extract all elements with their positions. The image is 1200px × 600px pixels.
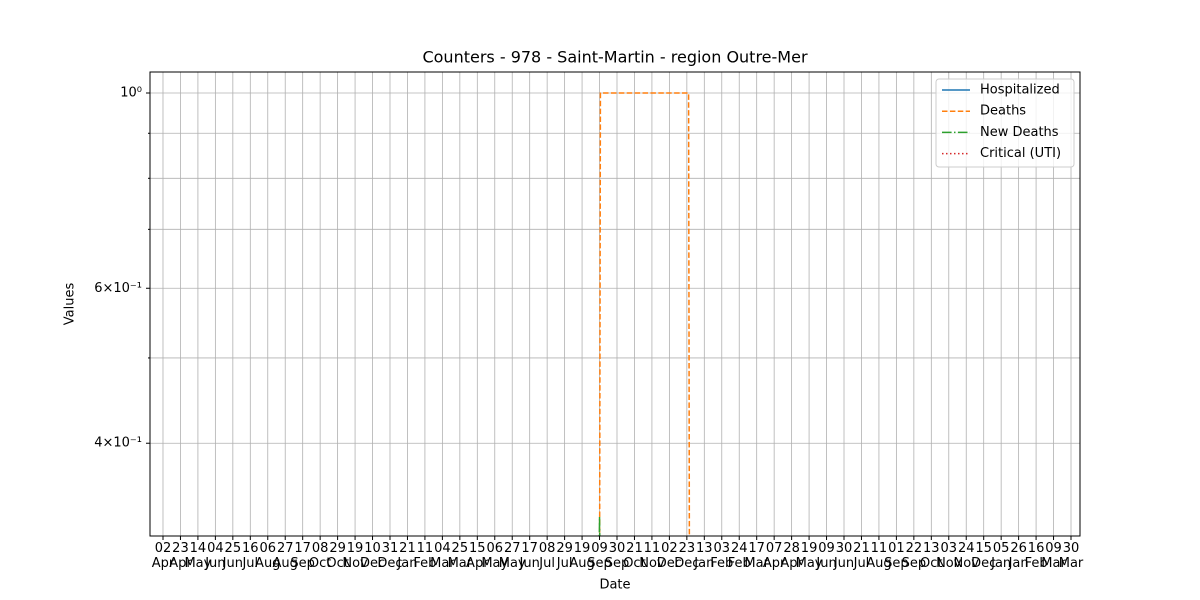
x-tick-label: 21 Jul bbox=[853, 541, 870, 571]
x-tick-label: 25 Mar bbox=[447, 541, 473, 571]
x-tick-label: 09 Sep bbox=[587, 541, 612, 571]
x-tick-label: 02 Apr bbox=[151, 541, 175, 571]
plot-frame bbox=[149, 71, 1081, 537]
x-tick-label: 08 Oct bbox=[308, 541, 332, 571]
x-tick-label: 16 Feb bbox=[1024, 541, 1048, 571]
x-tick-label: 26 Jan bbox=[1008, 541, 1029, 571]
y-tick-label: 4×10⁻¹ bbox=[94, 436, 142, 451]
legend-label: Hospitalized bbox=[980, 83, 1060, 98]
x-tick-label: 24 Feb bbox=[727, 541, 751, 571]
x-tick-label: 17 Jun bbox=[519, 541, 540, 571]
x-tick-label: 13 Jan bbox=[694, 541, 715, 571]
x-tick-label: 11 Feb bbox=[413, 541, 437, 571]
x-tick-label: 22 Sep bbox=[901, 541, 927, 571]
x-tick-label: 11 Aug bbox=[866, 541, 892, 571]
x-tick-label: 07 Apr bbox=[762, 541, 786, 571]
x-tick-label: 09 Jun bbox=[816, 541, 837, 571]
y-tick-label: 10⁰ bbox=[120, 86, 142, 101]
x-tick-label: 03 Nov bbox=[936, 541, 962, 571]
x-tick-label: 03 Feb bbox=[710, 541, 734, 571]
x-tick-label: 01 Sep bbox=[884, 541, 909, 571]
legend-box bbox=[935, 78, 1075, 168]
legend-label: New Deaths bbox=[980, 125, 1059, 140]
x-tick-label: 19 May bbox=[795, 541, 823, 571]
x-tick-label: 23 Dec bbox=[674, 541, 700, 571]
legend-label: Deaths bbox=[980, 104, 1026, 119]
x-tick-label: 21 Jan bbox=[397, 541, 418, 571]
x-tick-label: 24 Nov bbox=[953, 541, 979, 571]
x-tick-label: 13 Oct bbox=[920, 541, 943, 571]
x-tick-label: 19 Nov bbox=[342, 541, 368, 571]
x-tick-label: 08 Jul bbox=[538, 541, 556, 571]
x-tick-label: 27 Aug bbox=[272, 541, 298, 571]
y-tick-label: 6×10⁻¹ bbox=[94, 281, 142, 296]
x-tick-label: 23 Apr bbox=[169, 541, 192, 571]
x-tick-label: 17 Sep bbox=[290, 541, 315, 571]
x-tick-label: 30 Jun bbox=[833, 541, 855, 571]
x-tick-label: 30 Sep bbox=[604, 541, 630, 571]
x-tick-label: 28 Apr bbox=[780, 541, 803, 571]
x-tick-label: 06 May bbox=[481, 541, 509, 571]
x-tick-label: 21 Oct bbox=[623, 541, 646, 571]
x-tick-label: 02 Dec bbox=[656, 541, 682, 571]
x-tick-label: 04 Jun bbox=[205, 541, 226, 571]
x-tick-label: 06 Aug bbox=[255, 541, 281, 571]
legend-label: Critical (UTI) bbox=[980, 146, 1061, 161]
x-tick-label: 29 Jul bbox=[556, 541, 573, 571]
x-tick-label: 25 Jun bbox=[222, 541, 243, 571]
x-tick-label: 27 May bbox=[498, 541, 526, 571]
x-axis-label: Date bbox=[599, 578, 630, 593]
x-tick-label: 16 Jul bbox=[242, 541, 259, 571]
x-tick-label: 10 Dec bbox=[359, 541, 386, 571]
x-tick-label: 31 Dec bbox=[377, 541, 403, 571]
x-tick-label: 15 Apr bbox=[466, 541, 489, 571]
x-tick-label: 29 Oct bbox=[326, 541, 349, 571]
x-tick-label: 05 Jan bbox=[991, 541, 1012, 571]
x-tick-label: 15 Dec bbox=[971, 541, 997, 571]
chart-title: Counters - 978 - Saint-Martin - region O… bbox=[422, 48, 807, 67]
series-line bbox=[598, 92, 691, 536]
x-tick-label: 19 Aug bbox=[569, 541, 595, 571]
x-tick-label: 14 May bbox=[184, 541, 212, 571]
x-tick-label: 09 Mar bbox=[1041, 541, 1066, 571]
x-tick-label: 11 Nov bbox=[639, 541, 665, 571]
y-axis-label: Values bbox=[63, 283, 78, 326]
x-tick-label: 04 Mar bbox=[430, 541, 455, 571]
x-tick-label: 30 Mar bbox=[1058, 541, 1084, 571]
x-tick-label: 17 Mar bbox=[744, 541, 769, 571]
